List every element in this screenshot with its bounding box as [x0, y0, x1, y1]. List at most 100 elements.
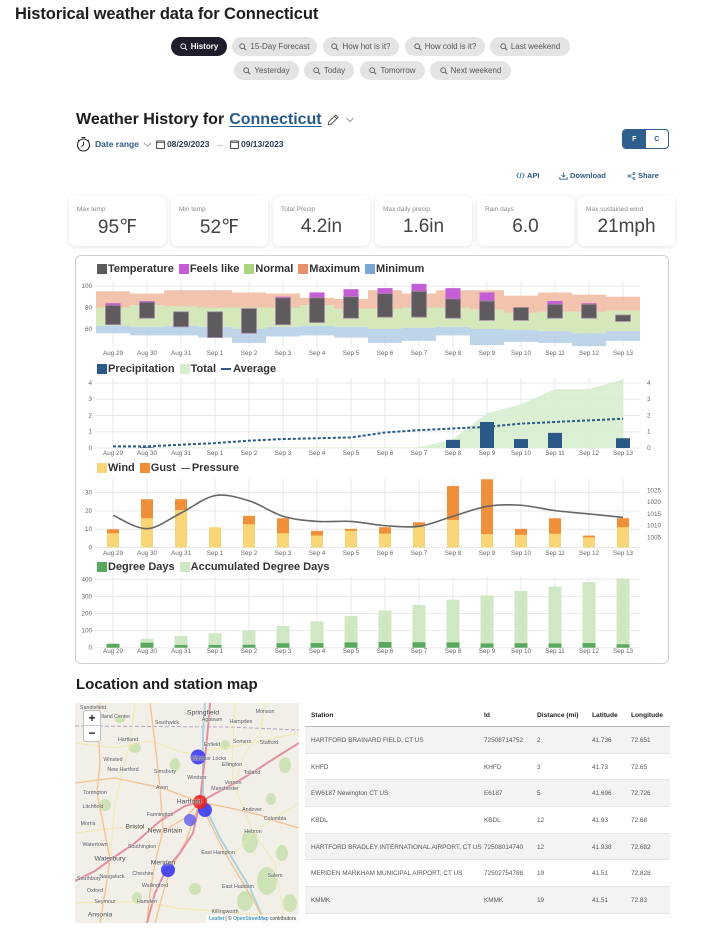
y-tick-label: 10 [85, 526, 93, 533]
station-marker[interactable] [161, 863, 175, 877]
legend-item-wind[interactable]: Wind [97, 462, 135, 474]
legend-item-precipitation[interactable]: Precipitation [97, 363, 175, 375]
pencil-icon[interactable] [326, 113, 340, 127]
legend-item-normal[interactable]: Normal [244, 263, 293, 275]
chip-yesterday[interactable]: Yesterday [234, 61, 299, 80]
station-name: KMMK [311, 896, 331, 904]
zoom-in-button[interactable]: + [84, 711, 100, 726]
x-tick-label: Sep 4 [309, 350, 326, 357]
start-date-field[interactable]: 08/29/2023 [156, 139, 209, 149]
wind-bar [447, 519, 459, 548]
location-marker[interactable] [193, 795, 207, 809]
legend-item-maximum[interactable]: Maximum [298, 263, 360, 275]
table-row[interactable]: HARTFORD BRADLEY INTERNATIONAL AIRPORT, … [305, 833, 670, 861]
chip-how-hot[interactable]: How hot is it? [323, 37, 399, 56]
legend-item-temperature[interactable]: Temperature [97, 263, 174, 275]
x-tick-label: Sep 8 [445, 350, 462, 357]
location-link[interactable]: Connecticut [229, 111, 322, 128]
y-tick-label: 100 [81, 283, 92, 290]
column-header-longitude[interactable]: Longitude [631, 712, 663, 719]
chip-tomorrow[interactable]: Tomorrow [360, 61, 425, 80]
station-longitude: 72.68 [631, 816, 647, 824]
map-place-label: Killingworth [211, 909, 239, 915]
map-place-label: Andover [242, 807, 262, 813]
table-row[interactable]: EW6187 Newington CT US E6187 5 41.696 72… [305, 780, 670, 807]
wind-bar [175, 509, 187, 548]
legend-item-pressure[interactable]: Pressure [180, 462, 239, 474]
column-header-station[interactable]: Station [311, 712, 334, 719]
chip-how-cold[interactable]: How cold is it? [405, 37, 485, 56]
table-row[interactable]: KHFD KHFD 3 41.73 72.65 [305, 754, 670, 781]
column-header-id[interactable]: Id [484, 712, 490, 719]
chip-history[interactable]: History [171, 37, 227, 56]
table-row[interactable]: HARTFORD BRAINARD FIELD, CT US 725087147… [305, 727, 670, 754]
chip-label: Last weekend [510, 42, 561, 51]
x-tick-label: Sep 1 [207, 648, 224, 655]
table-row[interactable]: KMMK KMMK 19 41.51 72.83 [305, 886, 670, 914]
wind-bar [481, 534, 493, 548]
zoom-out-button[interactable]: − [88, 725, 96, 740]
degree-days-legend: Degree Days Accumulated Degree Days [97, 561, 329, 573]
table-row[interactable]: KBDL KBDL 12 41.93 72.68 [305, 807, 670, 834]
x-tick-label: Sep 2 [241, 550, 258, 557]
wind-bar [549, 533, 561, 548]
minimum-band [572, 333, 606, 347]
share-label: Share [638, 171, 659, 180]
table-row[interactable]: MERIDEN MARKHAM MUNICIPAL AIRPORT, CT US… [305, 860, 670, 887]
date-range-dropdown[interactable]: Date range [95, 139, 139, 149]
chip-15-day-forecast[interactable]: 15-Day Forecast [232, 37, 317, 56]
legend-item-total[interactable]: Total [179, 363, 216, 375]
station-marker[interactable] [190, 749, 206, 765]
maximum-band [164, 290, 198, 307]
chevron-down-icon[interactable] [143, 141, 152, 148]
legend-item-average[interactable]: Average [221, 363, 276, 375]
accumulated-degree-days-bar [480, 595, 494, 648]
x-tick-label: Aug 30 [137, 550, 157, 557]
share-link[interactable]: Share [627, 171, 659, 180]
station-latitude: 41.73 [592, 763, 608, 771]
chip-next-weekend[interactable]: Next weekend [430, 61, 511, 80]
legend-item-gust[interactable]: Gust [139, 462, 176, 474]
column-header-latitude[interactable]: Latitude [592, 712, 618, 719]
station-latitude: 41.93 [592, 816, 608, 824]
unit-celsius-button[interactable]: C [654, 135, 660, 143]
legend-item-degree-days[interactable]: Degree Days [97, 561, 175, 573]
openstreetmap-link[interactable]: OpenStreetMap [233, 916, 269, 922]
map-place-label: Wallingford [141, 883, 169, 889]
x-tick-label: Sep 1 [207, 550, 224, 557]
degree-days-bar [344, 642, 358, 648]
map-place-label: Monson [255, 709, 275, 715]
map-place-label: Tolland [243, 770, 261, 776]
legend-item-accumulated-degree-days[interactable]: Accumulated Degree Days [179, 561, 329, 573]
legend-item-minimum[interactable]: Minimum [365, 263, 424, 275]
column-header-distance[interactable]: Distance (mi) [537, 712, 579, 719]
degree-days-bar [208, 644, 222, 648]
chip-label: Next weekend [450, 66, 502, 75]
y2-tick-label: 1005 [647, 534, 662, 541]
station-map[interactable]: Sandisfield Tolland Center Southwick Spr… [75, 703, 299, 923]
stat-label: Rain days [485, 206, 514, 213]
minimum-band [436, 326, 470, 336]
download-link[interactable]: Download [559, 171, 606, 180]
chevron-down-icon[interactable] [345, 116, 355, 124]
legend-label: Degree Days [108, 561, 175, 573]
legend-label: Maximum [309, 263, 361, 275]
temperature-chart: 60 80 100 Aug 29 Aug 30 Aug 31 Sep 1 Sep 2 Sep 3… [81, 282, 640, 357]
station-id: KBDL [484, 816, 501, 824]
end-date-field[interactable]: 09/13/2023 [230, 139, 284, 149]
stat-card-max-wind: Max sustained wind 21mph [578, 196, 675, 246]
y-tick-label: 3 [88, 396, 92, 403]
map-highways [75, 703, 299, 923]
chip-last-weekend[interactable]: Last weekend [490, 37, 570, 56]
station-marker[interactable] [184, 814, 196, 826]
legend-item-feels-like[interactable]: Feels like [178, 263, 239, 275]
api-link[interactable]: API [516, 171, 540, 180]
chip-today[interactable]: Today [304, 61, 354, 80]
leaflet-link[interactable]: Leaflet [209, 916, 225, 922]
unit-fahrenheit-button[interactable]: F [623, 130, 646, 148]
legend-label: Precipitation [108, 363, 175, 375]
station-id: 72502754788 [484, 870, 524, 878]
feels-like-bar [377, 288, 393, 294]
map-place-label: Columbia [263, 816, 287, 822]
x-tick-label: Aug 31 [171, 450, 191, 457]
